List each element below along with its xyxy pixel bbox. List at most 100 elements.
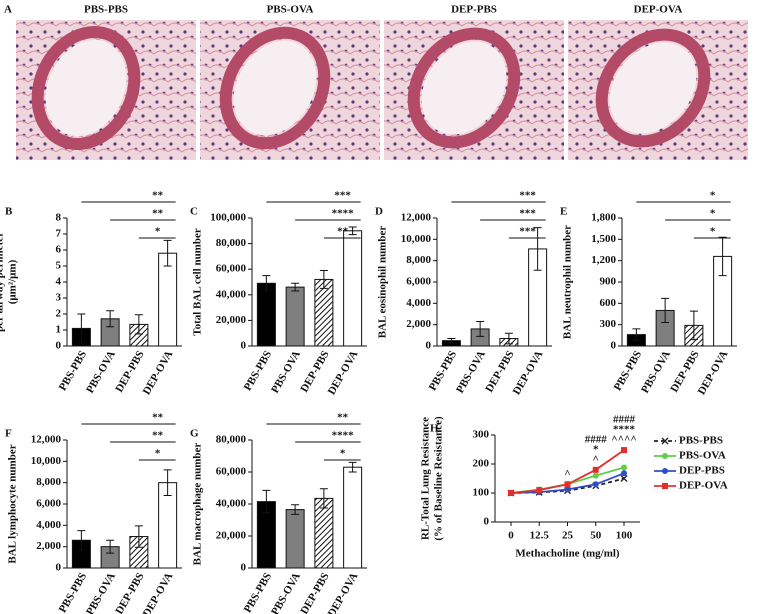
error-bar bbox=[447, 338, 456, 344]
error-bar bbox=[262, 489, 271, 514]
y-tick-label: 10,000 bbox=[401, 233, 432, 245]
y-tick-label: 0 bbox=[241, 340, 247, 352]
y-tick-label: 8 bbox=[56, 212, 62, 224]
significance-label: ** bbox=[152, 208, 164, 220]
y-axis-label: (μm²/μm) bbox=[7, 259, 19, 304]
y-tick-label: 80,000 bbox=[216, 237, 247, 249]
y-tick-label: 4 bbox=[56, 276, 62, 288]
y-axis-label: BAL lymphocyte number bbox=[7, 444, 19, 563]
x-tick-label: PBS-PBS bbox=[242, 571, 274, 614]
error-bar bbox=[134, 314, 143, 335]
significance-label: **** bbox=[613, 424, 636, 436]
x-tick-label: 50 bbox=[590, 530, 602, 542]
x-tick-label: 0 bbox=[508, 530, 514, 542]
histology-image bbox=[568, 20, 748, 160]
y-tick-label: 6,000 bbox=[406, 276, 431, 288]
y-axis-label: Total BAL cell number bbox=[192, 228, 204, 336]
legend-label: DEP-PBS bbox=[679, 465, 725, 477]
y-tick-label: 6,000 bbox=[36, 498, 61, 510]
error-bar bbox=[348, 226, 357, 236]
y-tick-label: 10,000 bbox=[31, 455, 62, 467]
x-tick-label: 12.5 bbox=[530, 530, 550, 542]
point bbox=[621, 464, 627, 471]
airway-lumen bbox=[233, 40, 317, 136]
significance-label: ** bbox=[337, 226, 349, 238]
significance-label: *** bbox=[519, 208, 536, 220]
y-tick-label: 4,000 bbox=[36, 519, 61, 531]
x-tick-label: 100 bbox=[616, 530, 633, 542]
x-tick-label: DEP-PBS bbox=[298, 571, 331, 614]
y-tick-label: 0 bbox=[426, 340, 432, 352]
significance-label: **** bbox=[332, 430, 355, 442]
x-tick-label: PBS-OVA bbox=[269, 571, 303, 614]
y-tick-label: 20,000 bbox=[216, 314, 247, 326]
significance-label: ^^^^ bbox=[611, 434, 637, 446]
image-title: DEP-OVA bbox=[634, 4, 683, 16]
significance-label: *** bbox=[519, 190, 536, 202]
significance-label: * bbox=[710, 190, 716, 202]
error-bar bbox=[106, 310, 115, 328]
y-tick-label: 1,500 bbox=[591, 233, 616, 245]
y-tick-label: 5 bbox=[56, 260, 62, 272]
airway-wall bbox=[31, 25, 141, 151]
image-title: PBS-OVA bbox=[267, 4, 314, 16]
error-bar bbox=[319, 269, 328, 289]
y-tick-label: 4,000 bbox=[406, 297, 431, 309]
x-tick-label: PBS-PBS bbox=[612, 349, 644, 393]
y-tick-label: 0 bbox=[484, 516, 490, 528]
y-axis-label: RL-Total Lung Resistance bbox=[420, 417, 432, 540]
legend-marker bbox=[662, 483, 668, 489]
error-bar bbox=[319, 488, 328, 509]
y-tick-label: 100,000 bbox=[210, 212, 246, 224]
y-tick-label: 900 bbox=[600, 276, 617, 288]
legend-label: DEP-OVA bbox=[679, 480, 728, 492]
error-bar bbox=[632, 328, 641, 341]
x-tick-label: PBS-OVA bbox=[84, 571, 118, 614]
legend-label: PBS-PBS bbox=[679, 435, 723, 447]
y-tick-label: 600 bbox=[600, 297, 617, 309]
legend-label: PBS-OVA bbox=[679, 450, 726, 462]
error-bar bbox=[661, 297, 670, 324]
histology-image bbox=[16, 20, 196, 160]
bar bbox=[256, 282, 276, 347]
y-tick-label: 20,000 bbox=[216, 530, 247, 542]
significance-label: **** bbox=[332, 208, 355, 220]
legend-marker bbox=[662, 453, 668, 459]
y-tick-label: 12,000 bbox=[401, 212, 432, 224]
y-tick-label: 8,000 bbox=[36, 476, 61, 488]
bar bbox=[343, 466, 363, 569]
y-tick-label: 100 bbox=[473, 487, 490, 499]
y-tick-label: 6 bbox=[56, 244, 62, 256]
significance-label: *** bbox=[334, 190, 351, 202]
panel-label: E bbox=[560, 206, 567, 218]
y-tick-label: 7 bbox=[56, 228, 62, 240]
y-tick-label: 8,000 bbox=[406, 254, 431, 266]
y-axis-label: BAL eosinophil number bbox=[377, 226, 389, 339]
error-bar bbox=[504, 332, 513, 345]
point bbox=[620, 475, 628, 482]
error-bar bbox=[291, 504, 300, 515]
error-bar bbox=[262, 275, 271, 292]
y-tick-label: 0 bbox=[56, 562, 62, 574]
x-tick-label: PBS-PBS bbox=[427, 349, 459, 393]
panel-label: H bbox=[430, 423, 439, 435]
error-bar bbox=[718, 236, 727, 277]
point bbox=[592, 466, 599, 473]
error-bar bbox=[533, 227, 542, 271]
y-tick-label: 2 bbox=[56, 308, 62, 320]
significance-label: ** bbox=[152, 190, 164, 202]
bar bbox=[285, 509, 305, 569]
significance-label: * bbox=[155, 448, 161, 460]
significance-label: ^ bbox=[593, 453, 599, 465]
error-bar bbox=[689, 310, 698, 341]
point bbox=[536, 487, 543, 494]
error-bar bbox=[291, 282, 300, 292]
panel-label: C bbox=[190, 206, 198, 218]
image-title: DEP-PBS bbox=[451, 4, 497, 16]
image-title: PBS-PBS bbox=[84, 4, 128, 16]
y-tick-label: 200 bbox=[473, 458, 490, 470]
point bbox=[564, 486, 571, 493]
significance-label: * bbox=[710, 226, 716, 238]
panel-label: B bbox=[5, 206, 13, 218]
panel-label: D bbox=[375, 206, 383, 218]
